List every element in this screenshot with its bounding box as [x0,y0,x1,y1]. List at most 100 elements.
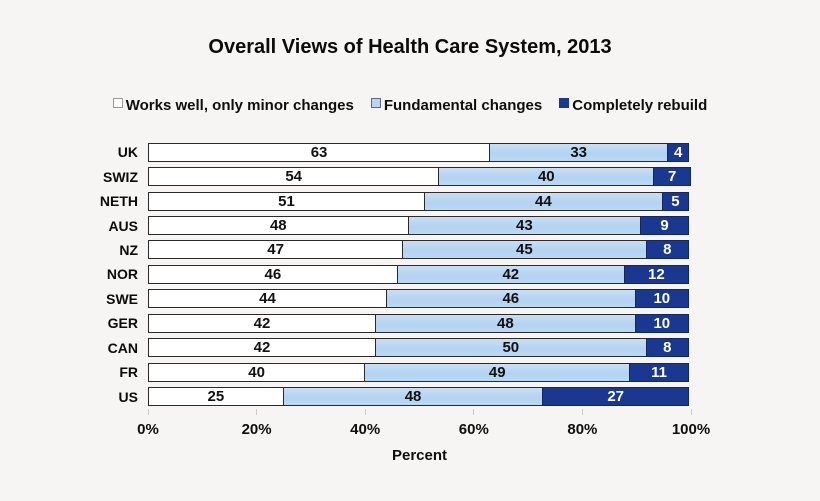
stacked-bar: 47 45 8 [148,240,691,260]
stacked-bar: 46 42 12 [148,264,691,284]
segment-value: 40 [537,168,555,186]
bar-segment: 42 [148,313,377,333]
segment-value: 42 [253,314,271,332]
bar-segment: 8 [645,338,689,358]
x-axis-tick-label: 20% [241,421,272,438]
bar-segment: 44 [148,289,387,309]
legend-item-fundamental-changes: Fundamental changes [370,97,543,114]
bar-segment: 25 [148,387,284,407]
segment-value: 45 [516,241,533,259]
legend-swatch-icon [112,98,123,108]
segment-value: 48 [497,314,514,332]
segment-value: 44 [259,290,276,308]
category-label: GER [107,315,138,332]
bar-segment: 10 [634,313,689,333]
bar-segment: 50 [375,338,647,358]
bar-segment: 49 [364,362,631,382]
chart-legend: Works well, only minor changes Fundament… [0,97,820,114]
stacked-bar: 40 49 11 [148,362,691,382]
chart-row-swe: SWE 44 46 10 [0,287,691,311]
bar-segment: 48 [375,313,636,333]
bar-segment: 5 [661,191,689,211]
legend-swatch-icon [370,98,381,108]
stacked-bar: 42 48 10 [148,313,691,333]
bar-segment: 48 [282,387,544,407]
category-label: UK [117,144,138,161]
category-label: US [118,388,138,405]
stacked-bar: 51 44 5 [148,191,691,211]
segment-value: 9 [660,217,669,235]
bar-segment: 7 [653,167,692,187]
bar-segment: 46 [148,264,398,284]
segment-value: 25 [207,388,225,406]
segment-value: 12 [648,265,665,283]
x-axis-tick [581,409,583,415]
chart-title: Overall Views of Health Care System, 201… [208,36,612,58]
stacked-bar: 42 50 8 [148,338,691,358]
segment-value: 10 [653,290,671,308]
category-label: SWE [106,290,138,307]
segment-value: 63 [310,143,328,161]
bar-segment: 8 [645,240,689,260]
bar-segment: 42 [148,338,377,358]
bar-segment: 48 [148,216,409,236]
bar-segment: 45 [402,240,647,260]
bar-segment: 44 [423,191,663,211]
segment-value: 51 [278,192,295,210]
segment-value: 44 [535,192,552,210]
bar-segment: 10 [634,289,689,309]
bar-segment: 12 [623,264,689,284]
bar-segment: 4 [667,142,689,162]
chart-row-swiz: SWIZ 54 40 7 [0,164,692,188]
segment-value: 48 [269,217,287,235]
segment-value: 8 [663,241,672,259]
bar-segment: 43 [407,216,642,236]
segment-value: 27 [607,388,625,406]
legend-swatch-icon [559,98,570,108]
x-axis-ticks [147,409,692,415]
category-label: SWIZ [103,168,138,185]
category-label: FR [119,364,138,381]
bar-segment: 33 [489,142,669,162]
legend-label: Works well, only minor changes [125,97,354,114]
x-axis-tick-label: 40% [350,421,381,438]
stacked-bar: 25 48 27 [148,387,691,407]
segment-value: 5 [671,192,680,210]
x-axis-tick [364,409,366,415]
bar-segment: 51 [148,191,425,211]
bar-segment: 11 [629,362,689,382]
segment-value: 46 [264,265,282,283]
chart-row-can: CAN 42 50 8 [0,336,691,360]
legend-label: Completely rebuild [572,97,708,114]
category-label: NOR [106,266,138,283]
bar-segment: 40 [148,362,366,382]
x-axis-tick [256,409,258,415]
chart-row-us: US 25 48 27 [0,384,691,408]
x-axis-tick [147,409,149,415]
segment-value: 11 [651,363,668,381]
category-label: AUS [108,217,138,234]
segment-value: 42 [253,339,271,357]
x-axis-tick-label: 0% [137,421,159,438]
segment-value: 40 [248,363,265,381]
segment-value: 7 [667,168,677,186]
segment-value: 48 [404,388,422,406]
x-axis-tick-labels: 0% 20% 40% 60% 80% 100% [137,421,710,439]
chart-row-nor: NOR 46 42 12 [0,262,691,286]
chart-row-neth: NETH 51 44 5 [0,189,691,213]
segment-value: 46 [502,290,520,308]
stacked-bar: 44 46 10 [148,289,691,309]
legend-label: Fundamental changes [383,97,543,114]
segment-value: 42 [502,265,520,283]
legend-item-works-well: Works well, only minor changes [112,97,354,114]
x-axis-tick [690,409,692,415]
category-label: CAN [107,339,138,356]
segment-value: 54 [285,168,303,186]
stacked-bar: 48 43 9 [148,216,691,236]
segment-value: 43 [516,217,533,235]
segment-value: 8 [663,339,672,357]
bar-segment: 40 [438,167,655,187]
segment-value: 49 [488,363,506,381]
bar-segment: 47 [148,240,404,260]
